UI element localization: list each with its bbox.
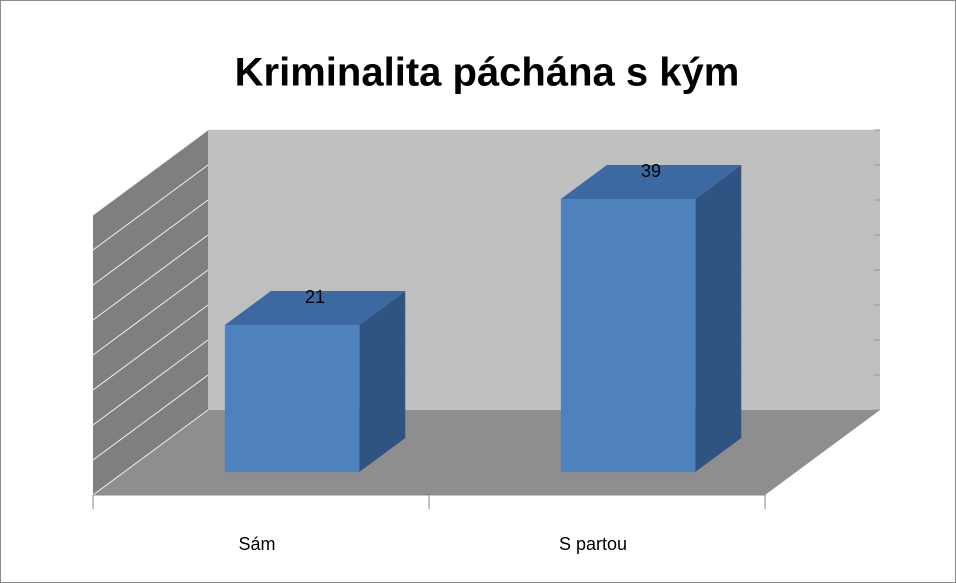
grid-line — [92, 304, 209, 391]
floor — [93, 410, 880, 495]
x-tick-label: S partou — [559, 534, 627, 554]
grid-line — [92, 339, 209, 426]
grid-line — [92, 269, 209, 356]
grid-line — [92, 129, 209, 216]
bar — [560, 199, 696, 473]
chart-title: Kriminalita páchána s kým — [235, 51, 740, 95]
grid-line — [92, 409, 209, 496]
grid-line — [92, 374, 209, 461]
bar-side — [695, 165, 742, 473]
grid-line — [92, 164, 209, 251]
data-label: 21 — [305, 287, 325, 307]
data-label: 39 — [641, 161, 661, 181]
bar-side — [359, 291, 406, 473]
bar — [224, 325, 360, 473]
bar-top — [224, 291, 406, 326]
grid-line — [92, 199, 209, 286]
grid-line — [92, 234, 209, 321]
bar-top — [560, 165, 742, 200]
x-tick-label: Sám — [238, 534, 275, 554]
